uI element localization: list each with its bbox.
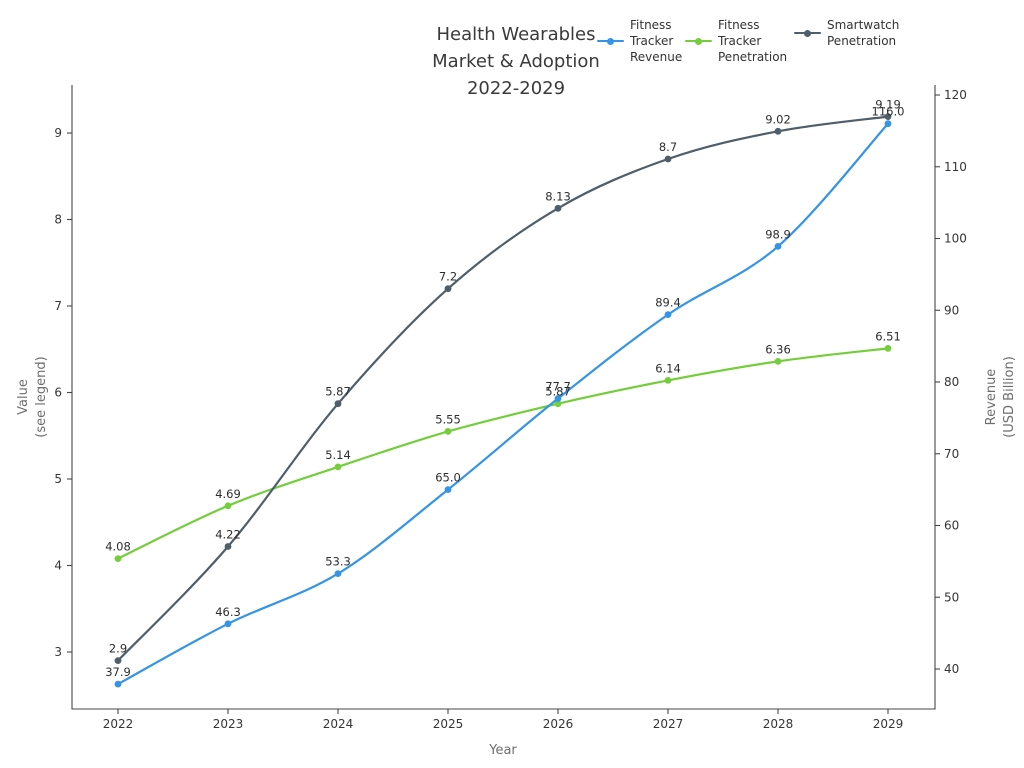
point-marker [884,120,892,128]
point-marker [444,486,452,493]
point-label: 77.7 [545,380,571,394]
point-marker [224,620,232,628]
y-tick-label-left: 8 [54,213,62,227]
y-axis-label-right: Revenue (USD Billion) [984,356,1017,438]
point-marker [554,204,562,212]
x-tick-label: 2028 [763,717,794,731]
x-tick-label: 2022 [103,717,134,731]
point-label: 4.22 [215,528,241,542]
point-marker [224,543,232,550]
point-marker [884,345,892,352]
point-marker [444,285,452,293]
y-tick-label-right: 70 [944,447,959,461]
chart-title-line-3: 2022-2029 [466,78,566,99]
point-marker [774,358,782,365]
y-axis-left: 3 4 5 6 7 8 9 [54,126,72,659]
x-tick-label: 2026 [543,717,574,731]
y-tick-label-left: 9 [54,126,62,140]
point-marker [334,463,342,471]
y-tick-label-left: 3 [54,645,62,659]
series-fitness-tracker-penetration [114,345,892,562]
point-label: 4.69 [215,487,241,501]
point-marker [444,428,452,435]
point-label: 2.9 [109,642,127,656]
series-line [116,115,890,662]
point-label: 46.3 [215,605,241,619]
y-tick-label-right: 100 [944,232,967,246]
point-label: 6.14 [655,361,681,375]
point-label: 5.87 [325,385,351,399]
y-tick-label-right: 50 [944,590,959,604]
point-label: 89.4 [655,296,681,310]
y-tick-label-left: 4 [54,559,62,573]
point-marker [114,657,122,664]
point-marker [554,395,562,402]
point-marker [554,400,562,408]
x-tick-label: 2025 [433,717,464,731]
point-label: 98.9 [765,227,791,241]
chart-title-line-1: Health Wearables [436,24,596,45]
point-marker [664,377,672,384]
point-labels-fitness-tracker-penetration: 4.08 4.69 5.14 5.55 5.87 6.14 6.36 6.51 [105,329,901,553]
chart-title: Health Wearables Market & Adoption 2022-… [366,21,666,102]
point-label: 53.3 [325,555,351,569]
y-tick-label-right: 90 [944,303,959,317]
y-tick-label-left: 7 [54,299,62,313]
point-marker [884,113,892,120]
point-marker [664,155,672,163]
point-marker [774,127,782,135]
y-tick-label-right: 120 [944,88,967,102]
series-fitness-tracker-revenue [114,120,892,688]
y-tick-label-left: 6 [54,386,62,400]
y-axis-right: 40 50 60 70 80 90 100 110 120 [935,88,967,676]
point-label: 65.0 [435,471,461,485]
x-tick-label: 2029 [873,717,904,731]
point-marker [334,400,342,408]
chart-title-line-2: Market & Adoption [432,51,600,72]
y-tick-label-left: 5 [54,472,62,486]
point-marker [334,570,342,577]
x-axis-label: Year [489,743,517,758]
y-axis-label-left: Value (see legend) [16,356,49,438]
y-tick-label-right: 80 [944,375,959,389]
point-label: 9.02 [765,112,791,126]
x-axis: 2022 2023 2024 2025 2026 2027 2028 2029 [103,709,904,731]
point-label: 37.9 [105,665,131,679]
y-tick-label-right: 60 [944,519,959,533]
point-label: 8.13 [545,189,571,203]
y-tick-label-right: 40 [944,662,959,676]
point-label: 6.36 [765,342,791,356]
point-label: 6.51 [875,329,901,343]
point-label: 5.14 [325,448,351,462]
point-label: 9.19 [875,98,901,112]
point-label: 5.87 [545,385,571,399]
x-tick-label: 2027 [653,717,684,731]
point-labels-fitness-tracker-revenue: 37.9 46.3 53.3 65.0 77.7 89.4 98.9 116.0 [105,105,904,679]
point-label: 5.55 [435,412,461,426]
x-tick-label: 2024 [323,717,354,731]
point-marker [114,555,122,562]
point-label: 8.7 [659,140,677,154]
point-marker [774,243,782,250]
series-line [116,347,890,560]
series-line [116,122,890,686]
point-label: 116.0 [872,105,905,119]
y-tick-label-right: 110 [944,160,967,174]
point-label: 7.2 [439,270,457,284]
x-tick-label: 2023 [213,717,244,731]
axes-spines [71,85,936,710]
point-marker [114,680,122,688]
point-label: 4.08 [105,540,131,554]
series-smartwatch-penetration [114,113,892,664]
point-marker [224,502,232,510]
point-marker [664,311,672,318]
point-labels-smartwatch-penetration: 2.9 4.22 5.87 7.2 8.13 8.7 9.02 9.19 [109,98,901,656]
